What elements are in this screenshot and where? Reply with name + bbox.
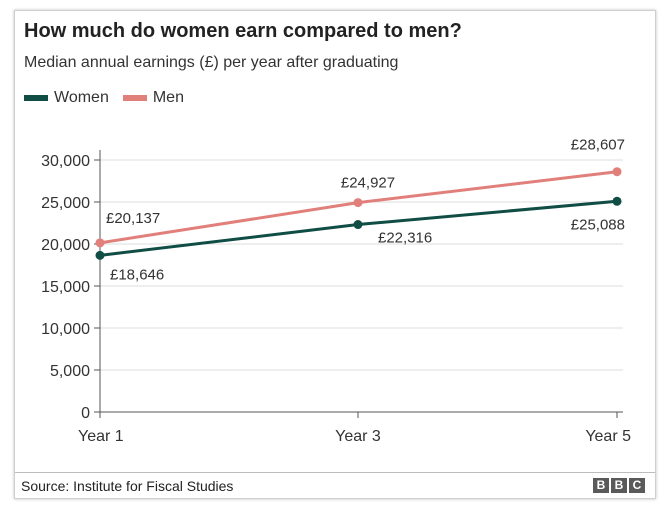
data-point-men (353, 198, 363, 208)
data-point-men (95, 238, 105, 248)
chart-card (14, 10, 656, 499)
footer: Source: Institute for Fiscal Studies B B… (15, 472, 655, 498)
y-tick-label: 0 (81, 405, 90, 422)
source-note: Source: Institute for Fiscal Studies (21, 478, 234, 494)
y-tick-label: 25,000 (41, 195, 90, 212)
data-point-women (353, 220, 363, 230)
data-label-women: £22,316 (378, 230, 432, 247)
y-tick-label: 30,000 (41, 153, 90, 170)
legend-swatch-women (24, 95, 48, 101)
bbc-logo-letter: B (611, 478, 627, 493)
y-tick-label: 20,000 (41, 237, 90, 254)
data-label-men: £24,927 (341, 175, 395, 192)
bbc-logo: B B C (591, 478, 645, 493)
legend-item-men: Men (122, 89, 184, 107)
legend: Women Men (24, 89, 198, 107)
data-label-women: £18,646 (110, 266, 164, 283)
data-label-men: £28,607 (571, 137, 625, 154)
bbc-logo-letter: B (593, 478, 609, 493)
x-tick-label: Year 3 (335, 428, 381, 445)
x-tick-label: Year 1 (78, 428, 124, 445)
data-label-women: £25,088 (571, 216, 625, 233)
y-tick-label: 5,000 (50, 363, 90, 380)
y-tick-label: 10,000 (41, 321, 90, 338)
legend-item-women: Women (24, 89, 109, 107)
data-label-men: £20,137 (106, 210, 160, 227)
y-tick-label: 15,000 (41, 279, 90, 296)
chart-title: How much do women earn compared to men? (24, 20, 462, 42)
bbc-logo-letter: C (629, 478, 645, 493)
x-tick-label: Year 5 (585, 428, 631, 445)
legend-swatch-men (122, 95, 147, 101)
legend-label-men: Men (152, 89, 184, 106)
legend-label-women: Women (54, 89, 109, 106)
data-point-men (612, 167, 622, 177)
data-point-women (612, 196, 622, 206)
data-point-women (95, 250, 105, 260)
chart-subtitle: Median annual earnings (£) per year afte… (24, 54, 399, 71)
